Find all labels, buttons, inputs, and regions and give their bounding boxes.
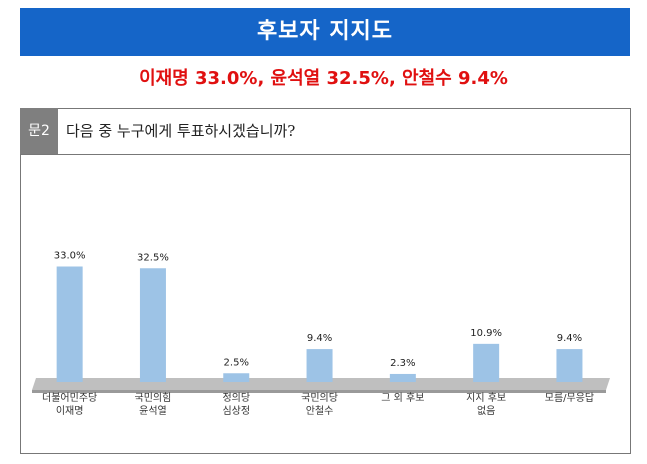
x-tick-label: 지지 후보 없음: [466, 393, 507, 417]
bar: [306, 349, 333, 382]
value-label: 32.5%: [137, 252, 169, 263]
question-label: 문2: [20, 108, 58, 154]
x-tick-label: 국민의힘 윤석열: [134, 393, 172, 417]
x-tick-label: 그 외 후보: [381, 393, 425, 404]
x-tick-label: 더불어민주당 이재명: [42, 393, 98, 417]
value-label: 9.4%: [557, 333, 582, 344]
bar: [556, 349, 583, 382]
value-label: 2.5%: [224, 357, 249, 368]
bar: [389, 373, 416, 382]
floor-edge: [32, 390, 606, 393]
x-tick-label: 국민의당 안철수: [301, 393, 338, 417]
value-label: 2.3%: [390, 358, 415, 369]
value-label: 33.0%: [54, 251, 86, 262]
value-label: 10.9%: [470, 328, 502, 339]
question-box: [20, 108, 631, 454]
value-label: 9.4%: [307, 333, 332, 344]
floor: [32, 378, 610, 390]
x-tick-label: 모름/무응답: [544, 393, 595, 404]
bar: [56, 266, 83, 382]
header-title: 후보자 지지도: [20, 8, 630, 56]
x-tick-label: 정의당 심상정: [222, 393, 251, 417]
bar: [139, 268, 166, 382]
subtitle: 이재명 33.0%, 윤석열 32.5%, 안철수 9.4%: [139, 68, 508, 89]
question: 다음 중 누구에게 투표하시겠습니까?: [66, 122, 296, 140]
bar: [223, 373, 250, 382]
divider: [20, 154, 631, 155]
bar: [473, 343, 500, 382]
